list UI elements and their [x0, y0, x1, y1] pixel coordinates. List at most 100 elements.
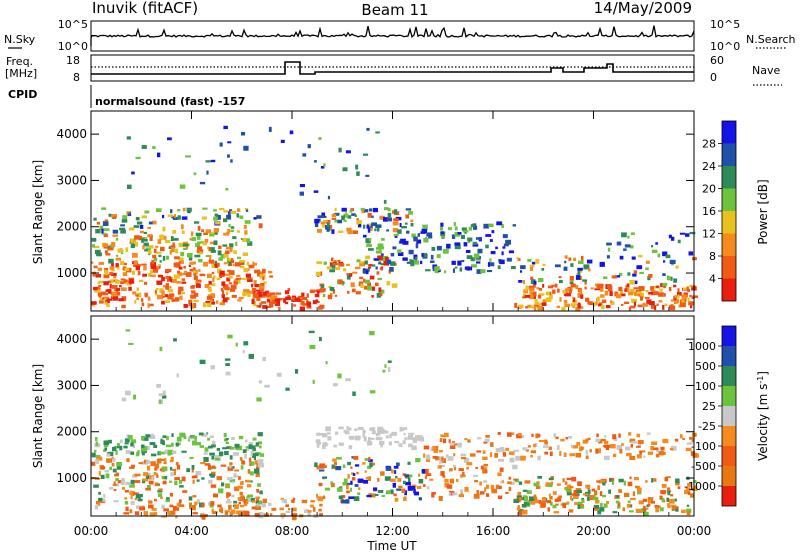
power-cell [346, 263, 350, 266]
velocity-cell [411, 432, 414, 436]
velocity-cell [404, 490, 407, 496]
power-cell [442, 248, 449, 254]
power-cell [537, 295, 542, 299]
power-cell [199, 181, 206, 185]
power-cell [436, 245, 442, 251]
power-cell [180, 251, 185, 257]
velocity-cell [292, 497, 296, 501]
velocity-cell [94, 505, 98, 510]
velocity-cell [502, 452, 506, 457]
power-cell [167, 294, 173, 300]
velocity-cell [347, 427, 352, 431]
power-cell [227, 258, 231, 262]
power-cell [663, 293, 666, 297]
velocity-cell [124, 500, 129, 505]
power-cell [322, 215, 327, 218]
velocity-cell [124, 442, 129, 445]
velocity-cell [651, 441, 658, 446]
velocity-cell [196, 442, 201, 446]
velocity-cell [222, 447, 227, 450]
velocity-cell [174, 480, 178, 486]
velocity-cell [452, 441, 455, 444]
power-cell [497, 265, 501, 269]
colorbar-tick-3: 25 [702, 400, 716, 413]
power-cell [208, 248, 212, 252]
velocity-cell [142, 478, 149, 482]
power-cell [427, 232, 433, 236]
power-cell [356, 171, 360, 176]
velocity-cell [423, 445, 430, 450]
power-cell [186, 207, 192, 212]
power-cell [472, 243, 479, 247]
power-cell [434, 270, 440, 274]
power-cell [247, 290, 252, 294]
power-cell [144, 281, 148, 285]
power-cell [331, 257, 334, 262]
power-cell [213, 228, 219, 233]
velocity-cell [245, 446, 249, 449]
power-cell [580, 294, 584, 299]
velocity-cell [379, 429, 385, 434]
velocity-cell [627, 481, 633, 487]
power-cell [230, 159, 233, 163]
velocity-cell [403, 432, 406, 436]
velocity-cell [523, 501, 530, 506]
power-cell [541, 302, 547, 306]
power-cell [447, 227, 452, 231]
power-cell [338, 279, 342, 285]
power-cell [247, 292, 251, 297]
power-cell [155, 245, 159, 248]
power-cell [690, 305, 693, 309]
power-cell [91, 261, 94, 264]
power-cell [577, 267, 583, 271]
velocity-cell [647, 451, 653, 455]
power-cell [161, 276, 165, 282]
velocity-cell [248, 444, 253, 450]
power-cell [564, 260, 567, 264]
power-cell [98, 295, 102, 298]
velocity-cell [480, 465, 484, 470]
velocity-cell [524, 495, 527, 500]
power-cell [668, 276, 672, 281]
velocity-cell [473, 474, 478, 477]
velocity-cell [411, 445, 417, 451]
velocity-cell [220, 508, 224, 514]
power-cell [148, 221, 153, 225]
power-cell [536, 302, 543, 305]
power-cell [346, 275, 351, 280]
power-cell [228, 224, 231, 228]
power-cell [394, 235, 398, 238]
power-cell [575, 284, 579, 290]
power-cell [313, 190, 319, 193]
velocity-cell [348, 445, 353, 450]
power-cell [365, 255, 370, 260]
power-cell [181, 281, 187, 284]
power-cell [534, 299, 538, 304]
velocity-cell [94, 449, 97, 453]
velocity-cell [191, 475, 195, 479]
velocity-cell [483, 467, 488, 471]
power-cell [542, 299, 547, 305]
velocity-cell [163, 461, 167, 465]
power-cell [159, 234, 164, 240]
power-cell [529, 291, 533, 295]
velocity-cell [176, 502, 180, 507]
velocity-cell [336, 456, 342, 460]
velocity-colorbar-label-end: ] [756, 371, 770, 376]
power-cell [242, 252, 248, 256]
velocity-cell [350, 466, 353, 469]
power-cell [115, 237, 119, 241]
power-cell [253, 290, 256, 295]
power-cell [182, 243, 189, 247]
velocity-cell [515, 455, 521, 461]
power-cell [397, 229, 402, 234]
velocity-cell [159, 496, 163, 499]
power-cell [167, 137, 172, 141]
colorbar-swatch-6 [722, 143, 736, 166]
power-cell [610, 300, 613, 304]
power-cell [615, 275, 621, 278]
power-cell [227, 154, 230, 158]
velocity-cell [629, 510, 634, 513]
power-cell [648, 291, 653, 295]
